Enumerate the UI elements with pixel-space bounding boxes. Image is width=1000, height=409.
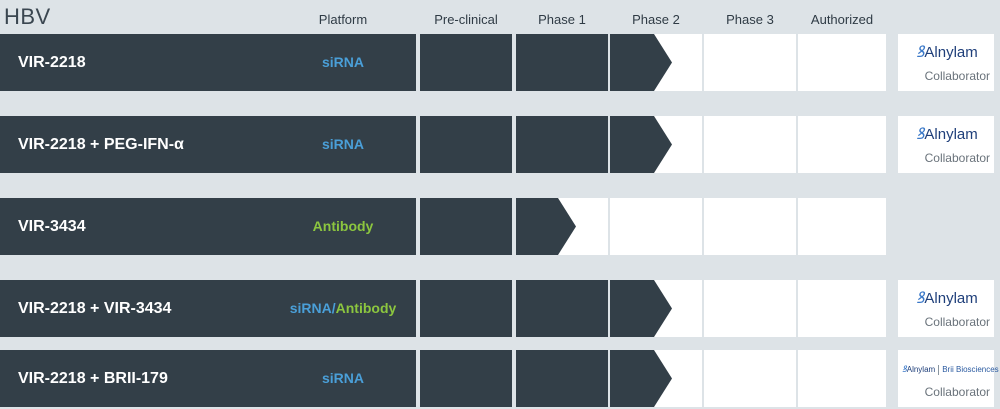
pipeline-row: VIR-2218 + PEG-IFN-α siRNA ꝸAlnylam Coll… <box>0 116 1000 173</box>
stage-cell-authorized <box>798 34 886 91</box>
stage-cell-authorized <box>798 116 886 173</box>
stage-cell-phase3 <box>704 198 796 255</box>
alnylam-logo: ꝸAlnylam <box>916 44 978 61</box>
stage-cell-preclinical <box>420 198 512 255</box>
stage-cell-preclinical <box>420 34 512 91</box>
stage-cell-phase1 <box>516 280 608 337</box>
section-title: HBV <box>4 4 51 29</box>
stage-cell-preclinical <box>420 350 512 407</box>
stage-cell-phase3 <box>704 34 796 91</box>
collaborator-cell: ꝸAlnylam Collaborator <box>898 34 994 91</box>
stage-cell-preclinical <box>420 116 512 173</box>
collaborator-label: Collaborator <box>924 385 990 399</box>
program-name: VIR-2218 <box>18 54 86 71</box>
stage-cell-preclinical <box>420 280 512 337</box>
collaborator-label: Collaborator <box>924 69 990 83</box>
stage-cell-authorized <box>798 350 886 407</box>
stage-cell-authorized <box>798 198 886 255</box>
progress-arrow <box>610 116 672 173</box>
pipeline-row: VIR-3434 Antibody <box>0 198 1000 255</box>
header-phase1: Phase 1 <box>538 12 586 27</box>
stage-cell-phase1 <box>516 116 608 173</box>
pipeline-row: VIR-2218 + VIR-3434 siRNA/Antibody ꝸAlny… <box>0 280 1000 337</box>
platform-label: siRNA <box>321 370 364 386</box>
program-name: VIR-2218 + PEG-IFN-α <box>18 136 184 153</box>
collaborator-label: Collaborator <box>924 151 990 165</box>
stage-cell-phase1 <box>516 34 608 91</box>
platform-label: siRNA <box>321 54 364 70</box>
program-name: VIR-2218 + BRII-179 <box>18 370 168 387</box>
platform-label: siRNA/Antibody <box>289 300 397 316</box>
program-name: VIR-3434 <box>18 218 86 235</box>
header-phase2: Phase 2 <box>632 12 680 27</box>
collaborator-label: Collaborator <box>924 315 990 329</box>
stage-cell-phase2 <box>610 198 702 255</box>
collaborator-cell: ꝸAlnylam Collaborator <box>898 280 994 337</box>
pipeline-row: VIR-2218 siRNA ꝸAlnylam Collaborator <box>0 34 1000 91</box>
stage-cell-phase3 <box>704 116 796 173</box>
stage-cell-phase3 <box>704 280 796 337</box>
stage-cell-phase3 <box>704 350 796 407</box>
alnylam-logo: ꝸAlnylam <box>916 290 978 307</box>
alnylam-brii-logo: ꝸAlnylam Brii Biosciences <box>902 364 999 375</box>
header-phase3: Phase 3 <box>726 12 774 27</box>
header-platform: Platform <box>318 12 368 27</box>
progress-arrow <box>610 350 672 407</box>
progress-arrow <box>516 198 576 255</box>
header-preclinical: Pre-clinical <box>434 12 498 27</box>
collaborator-cell: ꝸAlnylam Brii Biosciences Collaborator <box>898 350 999 407</box>
alnylam-logo: ꝸAlnylam <box>916 126 978 143</box>
program-name: VIR-2218 + VIR-3434 <box>18 300 172 317</box>
platform-label: siRNA <box>321 136 364 152</box>
progress-arrow <box>610 34 672 91</box>
progress-arrow <box>610 280 672 337</box>
platform-label: Antibody <box>312 218 374 234</box>
header-authorized: Authorized <box>810 12 874 27</box>
stage-cell-authorized <box>798 280 886 337</box>
pipeline-row: VIR-2218 + BRII-179 siRNA ꝸAlnylam Brii B… <box>0 350 1000 407</box>
stage-cell-phase1 <box>516 350 608 407</box>
collaborator-cell: ꝸAlnylam Collaborator <box>898 116 994 173</box>
